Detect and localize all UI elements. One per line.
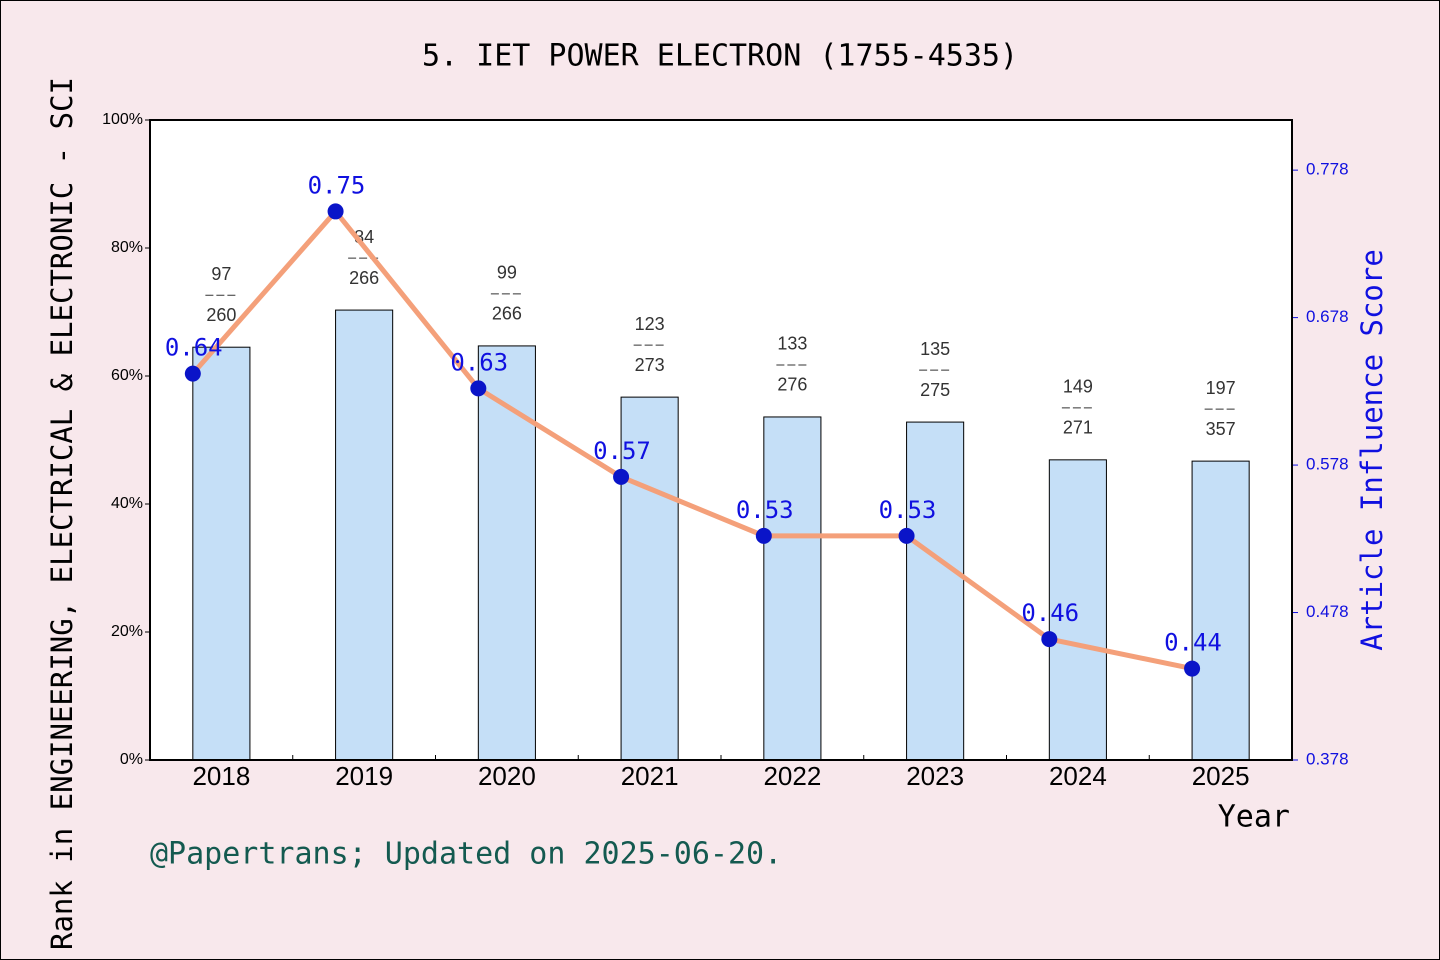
line-marker <box>613 468 630 485</box>
line-value-label: 0.44 <box>1164 629 1222 657</box>
line-value-label: 0.64 <box>165 334 223 362</box>
y-tick-label: 100% <box>102 111 143 128</box>
bar-rank-label: 133 <box>777 334 807 354</box>
line-marker <box>898 527 915 544</box>
line-value-label: 0.53 <box>736 496 794 524</box>
x-tick-label: 2018 <box>192 761 250 791</box>
bar <box>620 396 679 761</box>
y-tick-label: 40% <box>111 495 143 512</box>
x-tick-label: 2021 <box>621 761 679 791</box>
line-marker <box>1041 631 1058 648</box>
line-value-label: 0.46 <box>1021 599 1079 627</box>
chart-title: 5. IET POWER ELECTRON (1755-4535) <box>422 39 1018 74</box>
line-value-label: 0.63 <box>450 348 508 376</box>
y-tick-label: 20% <box>111 623 143 640</box>
bar <box>763 416 822 761</box>
bar-total-label: 273 <box>635 355 665 375</box>
y-tick-label: 60% <box>111 367 143 384</box>
bar-rank-label: 97 <box>211 264 231 284</box>
x-tick-label: 2019 <box>335 761 393 791</box>
bar-rank-label: 99 <box>497 263 517 283</box>
bar-rank-label: 135 <box>920 339 950 359</box>
x-tick-label: 2020 <box>478 761 536 791</box>
bar <box>192 346 251 761</box>
y2-tick-label: 0.578 <box>1306 455 1349 474</box>
line-marker <box>1184 660 1201 677</box>
bar-total-label: 266 <box>492 304 522 324</box>
line-marker <box>184 365 201 382</box>
line-marker <box>470 380 487 397</box>
line <box>190 208 1193 672</box>
line-value-label: 0.53 <box>879 496 937 524</box>
bar-rank-label: 197 <box>1206 378 1236 398</box>
x-tick-label: 2022 <box>763 761 821 791</box>
bar-total-label: 260 <box>206 305 236 325</box>
bar-total-label: 357 <box>1206 419 1236 439</box>
y-tick-label: 0% <box>120 751 143 768</box>
line-marker <box>755 527 772 544</box>
y-axis-label: Rank in ENGINEERING, ELECTRICAL & ELECTR… <box>45 77 79 950</box>
bar-total-label: 271 <box>1063 418 1093 438</box>
y2-tick-label: 0.378 <box>1306 749 1349 768</box>
bar-total-label: 266 <box>349 268 379 288</box>
plot-frame <box>149 119 1293 761</box>
bar-rank-label: 123 <box>635 314 665 334</box>
y2-tick-label: 0.678 <box>1306 307 1349 326</box>
x-tick-label: 2025 <box>1192 761 1250 791</box>
x-tick-label: 2024 <box>1049 761 1107 791</box>
y2-tick-label: 0.778 <box>1306 160 1349 179</box>
y2-tick-label: 0.478 <box>1306 602 1349 621</box>
line-value-label: 0.57 <box>593 437 651 465</box>
x-axis-label: Year <box>1218 800 1290 835</box>
bar-total-label: 275 <box>920 380 950 400</box>
line-marker <box>327 203 344 220</box>
bar-rank-label: 149 <box>1063 377 1093 397</box>
line-value-label: 0.75 <box>308 171 366 199</box>
footer-note: @Papertrans; Updated on 2025-06-20. <box>150 837 782 872</box>
bar <box>335 309 394 761</box>
x-tick-label: 2023 <box>906 761 964 791</box>
plot-area <box>150 120 1292 760</box>
bar-total-label: 276 <box>777 375 807 395</box>
bar <box>1191 460 1250 761</box>
y-tick-label: 80% <box>111 239 143 256</box>
bar <box>906 421 965 761</box>
bar <box>1048 459 1107 761</box>
y2-axis-label: Article Influence Score <box>1355 249 1389 651</box>
